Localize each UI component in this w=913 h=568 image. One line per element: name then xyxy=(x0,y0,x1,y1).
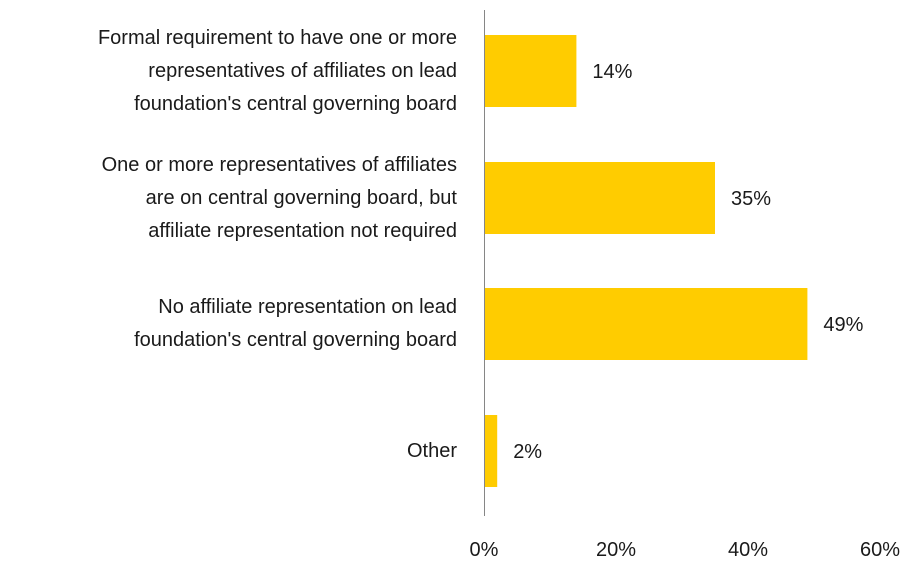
bar xyxy=(484,288,808,360)
bar xyxy=(484,162,715,234)
category-label: Other xyxy=(406,439,457,462)
bar xyxy=(484,415,498,487)
data-label: 49% xyxy=(823,314,863,336)
bar xyxy=(484,35,577,107)
data-label: 14% xyxy=(592,61,632,83)
category-label: No affiliate representation on lead foun… xyxy=(134,296,457,351)
data-label: 35% xyxy=(731,188,771,210)
data-label: 2% xyxy=(513,441,542,463)
category-label: One or more representatives of affiliate… xyxy=(101,153,457,242)
x-tick-label: 60% xyxy=(860,539,900,561)
x-tick-label: 40% xyxy=(728,539,768,561)
category-label: Formal requirement to have one or more r… xyxy=(97,26,457,115)
x-tick-label: 0% xyxy=(470,539,499,561)
x-tick-label: 20% xyxy=(596,539,636,561)
